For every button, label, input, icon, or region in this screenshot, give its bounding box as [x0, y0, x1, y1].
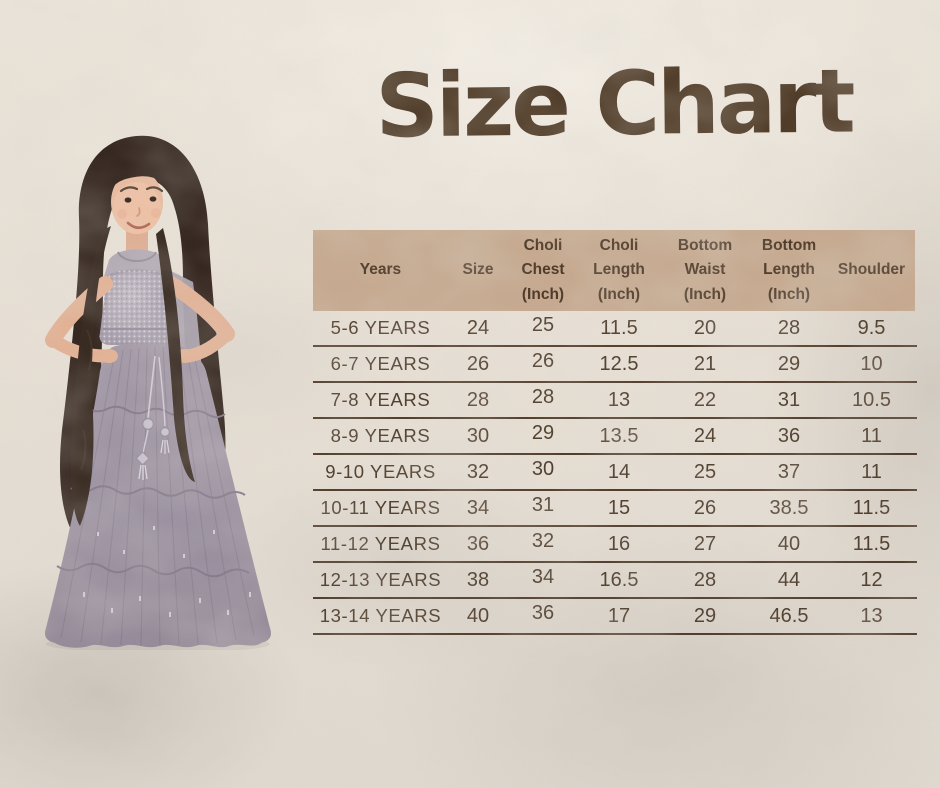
value-cell: 29 — [693, 604, 717, 627]
table-row: 13-14 YEARS 40 36 17 29 46.5 13 — [313, 599, 917, 635]
header-shoulder: Shoulder — [837, 261, 906, 279]
value-cell: 30 — [466, 424, 490, 447]
table-row: 10-11 YEARS 34 31 15 26 38.5 11.5 — [313, 491, 917, 527]
years-cell: 7-8 YEARS — [330, 389, 431, 410]
left-hand — [100, 349, 118, 363]
value-cell: 40 — [777, 532, 801, 555]
value-cell: 13 — [607, 388, 631, 411]
left-eye — [124, 197, 132, 203]
value-cell: 14 — [607, 460, 631, 483]
value-cell: 28 — [693, 568, 717, 591]
value-cell: 22 — [693, 388, 717, 411]
value-cell: 34 — [531, 565, 555, 588]
value-cell: 16.5 — [599, 568, 639, 591]
table-row: 9-10 YEARS 32 30 14 25 37 11 — [313, 455, 917, 491]
years-cell: 11-12 YEARS — [320, 533, 441, 554]
value-cell: 21 — [693, 352, 717, 375]
value-cell: 36 — [531, 601, 555, 624]
value-cell: 31 — [531, 493, 555, 516]
table-row: 8-9 YEARS 30 29 13.5 24 36 11 — [313, 419, 917, 455]
value-cell: 12 — [860, 568, 883, 591]
table-row: 11-12 YEARS 36 32 16 27 40 11.5 — [313, 527, 917, 563]
value-cell: 37 — [777, 460, 801, 483]
value-cell: 26 — [466, 352, 490, 375]
value-cell: 36 — [466, 532, 490, 555]
value-cell: 13.5 — [599, 424, 639, 447]
value-cell: 38 — [466, 568, 490, 591]
value-cell: 11 — [861, 460, 882, 483]
value-cell: 15 — [607, 496, 631, 519]
value-cell: 30 — [531, 457, 555, 480]
years-cell: 12-13 YEARS — [319, 569, 442, 590]
value-cell: 11.5 — [600, 316, 638, 339]
header-choli-length: Choli Length (Inch) — [593, 237, 645, 303]
value-cell: 11.5 — [852, 532, 891, 555]
value-cell: 44 — [777, 568, 801, 591]
value-cell: 25 — [531, 313, 555, 336]
years-cell: 6-7 YEARS — [330, 353, 431, 374]
value-cell: 36 — [777, 424, 801, 447]
size-table-header: Years Size Choli Chest (Inch) Choli Leng… — [313, 230, 915, 311]
size-table-body: 5-6 YEARS 24 25 11.5 20 28 9.5 6-7 YEARS 26 26 12.… — [313, 311, 917, 635]
left-blush — [117, 209, 127, 219]
value-cell: 16 — [607, 532, 631, 555]
value-cell: 12.5 — [599, 352, 639, 375]
header-bottom-length: Bottom Length (Inch) — [761, 237, 817, 303]
table-row: 12-13 YEARS 38 34 16.5 28 44 12 — [313, 563, 917, 599]
value-cell: 24 — [693, 424, 717, 447]
value-cell: 9.5 — [857, 316, 886, 339]
right-eye — [149, 196, 157, 202]
value-cell: 34 — [466, 496, 490, 519]
value-cell: 38.5 — [769, 496, 809, 519]
years-cell: 13-14 YEARS — [319, 605, 442, 626]
value-cell: 17 — [607, 604, 631, 627]
value-cell: 29 — [531, 421, 555, 444]
value-cell: 11 — [861, 424, 882, 447]
value-cell: 26 — [531, 349, 555, 372]
right-blush — [151, 208, 161, 218]
value-cell: 40 — [466, 604, 490, 627]
value-cell: 32 — [466, 460, 490, 483]
years-cell: 10-11 YEARS — [320, 497, 441, 518]
value-cell: 13 — [860, 604, 883, 627]
header-choli-chest: Choli Chest (Inch) — [521, 237, 565, 303]
header-bottom-waist: Bottom Waist (Inch) — [677, 237, 733, 303]
value-cell: 11.5 — [852, 496, 891, 519]
value-cell: 10 — [860, 352, 883, 375]
value-cell: 27 — [693, 532, 717, 555]
value-cell: 28 — [777, 316, 801, 339]
value-cell: 24 — [466, 316, 490, 339]
value-cell: 28 — [531, 385, 555, 408]
table-row: 5-6 YEARS 24 25 11.5 20 28 9.5 — [313, 311, 917, 347]
value-cell: 20 — [693, 316, 717, 339]
value-cell: 46.5 — [769, 604, 809, 627]
value-cell: 29 — [777, 352, 801, 375]
girl-model-illustration — [45, 135, 271, 650]
years-cell: 8-9 YEARS — [330, 425, 431, 446]
page-title: Size Chart — [374, 49, 854, 158]
years-cell: 9-10 YEARS — [325, 461, 436, 482]
value-cell: 10.5 — [852, 388, 891, 411]
value-cell: 26 — [693, 496, 717, 519]
value-cell: 25 — [693, 460, 717, 483]
value-cell: 31 — [777, 388, 801, 411]
table-row: 6-7 YEARS 26 26 12.5 21 29 10 — [313, 347, 917, 383]
size-table: Years Size Choli Chest (Inch) Choli Leng… — [313, 230, 917, 635]
value-cell: 28 — [466, 388, 490, 411]
years-cell: 5-6 YEARS — [330, 317, 431, 338]
value-cell: 32 — [531, 529, 555, 552]
table-row: 7-8 YEARS 28 28 13 22 31 10.5 — [313, 383, 917, 419]
header-size: Size — [462, 261, 494, 279]
header-years: Years — [359, 261, 402, 279]
